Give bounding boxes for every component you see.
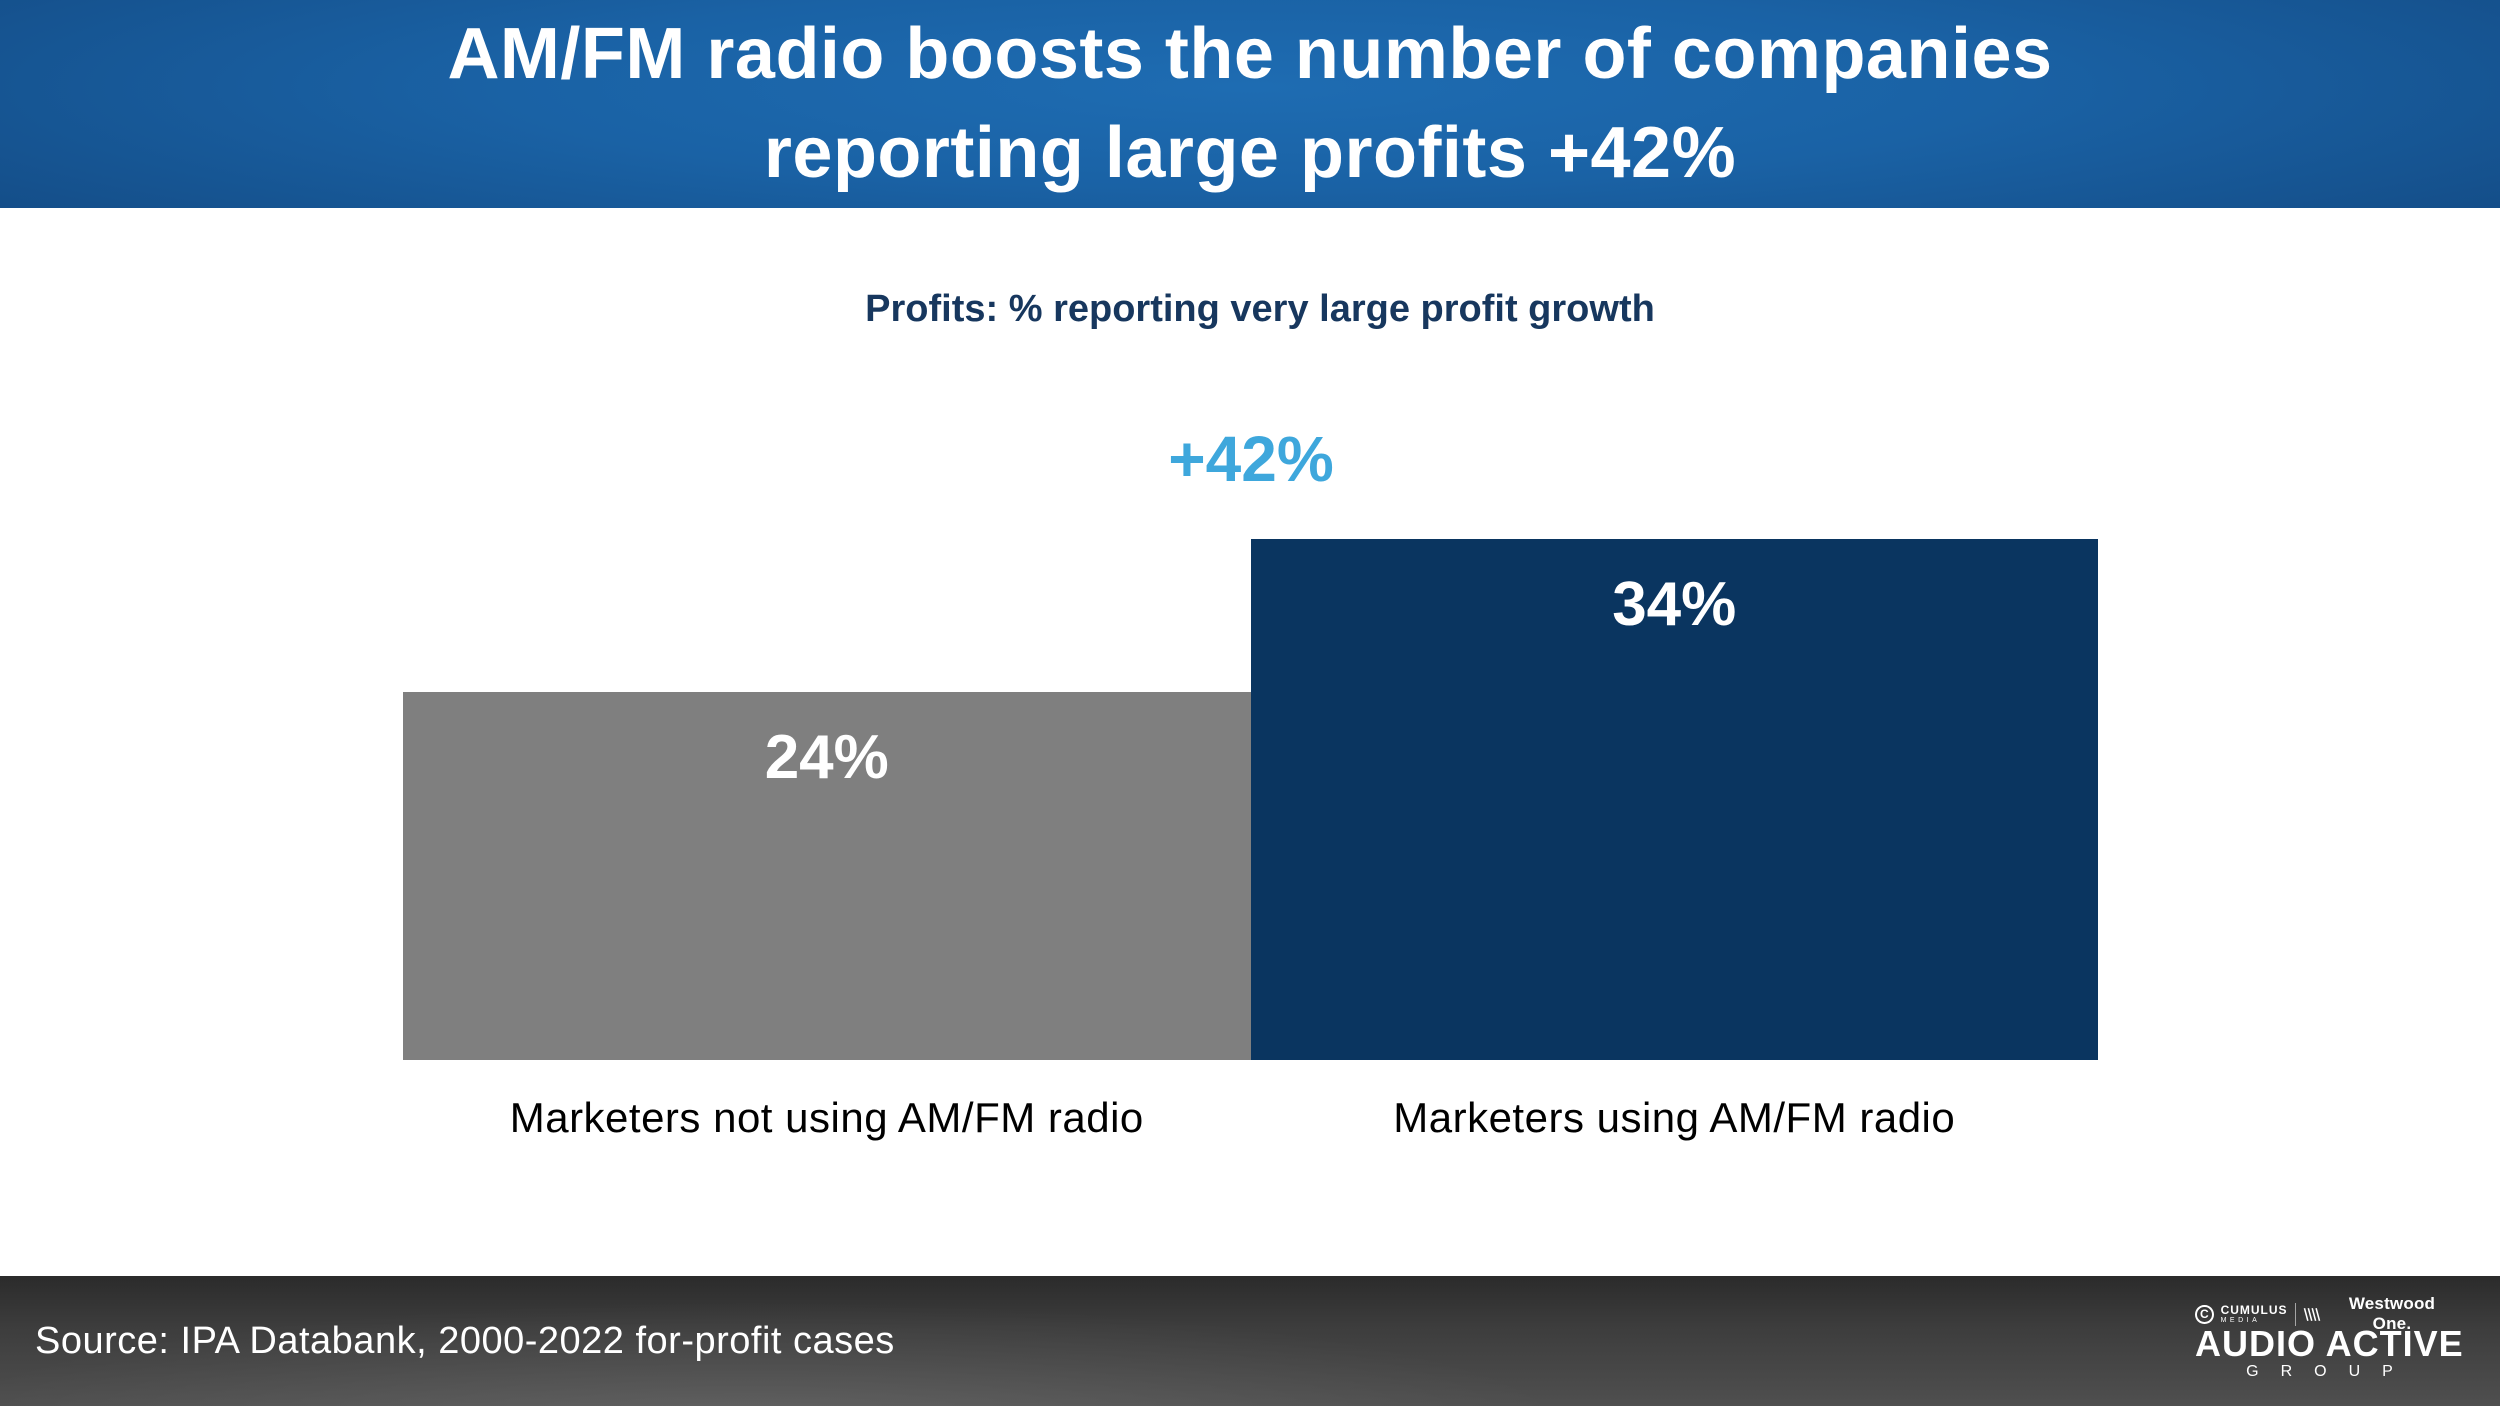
- westwood-one-waves-icon: [2303, 1307, 2320, 1321]
- audio-active-wordmark: AUDIO ACTIVE: [2195, 1323, 2464, 1364]
- logo-brands-row: C CUMULUS MEDIA Westwood One.: [2195, 1294, 2455, 1333]
- category-axis: Marketers not using AM/FM radio Marketer…: [403, 1094, 2098, 1142]
- bar-marketers-using-radio: 34%: [1250, 539, 2098, 1060]
- logo-divider: [2294, 1302, 2296, 1326]
- cumulus-media-logo-icon: C: [2195, 1304, 2214, 1324]
- group-wordmark: GROUP: [2246, 1363, 2415, 1380]
- slide-title-line-1: AM/FM radio boosts the number of compani…: [447, 14, 2053, 94]
- source-text: Source: IPA Databank, 2000-2022 for-prof…: [35, 1320, 895, 1362]
- category-label-using: Marketers using AM/FM radio: [1393, 1094, 1956, 1141]
- title-banner: AM/FM radio boosts the number of compani…: [0, 0, 2500, 208]
- media-label: MEDIA: [2220, 1317, 2261, 1324]
- footer: Source: IPA Databank, 2000-2022 for-prof…: [0, 1276, 2500, 1406]
- bar-value-label-not-using: 24%: [764, 723, 889, 792]
- audio-active-group-logo: C CUMULUS MEDIA Westwood One. AUDIO ACTI…: [2195, 1294, 2464, 1382]
- westwood-one-wordmark: Westwood One.: [2348, 1294, 2436, 1333]
- bar-marketers-not-using-radio: 24%: [403, 692, 1251, 1060]
- chart-title: Profits: % reporting very large profit g…: [865, 288, 1655, 330]
- slide-title-line-2: reporting large profits +42%: [763, 113, 1737, 193]
- cumulus-label: CUMULUS: [2220, 1303, 2288, 1317]
- bar-value-label-using: 34%: [1612, 570, 1737, 639]
- bar-plot: 24% 34%: [403, 539, 2098, 1060]
- category-label-not-using: Marketers not using AM/FM radio: [509, 1094, 1144, 1141]
- cumulus-media-wordmark: CUMULUS MEDIA: [2221, 1304, 2288, 1324]
- growth-annotation: +42%: [1168, 423, 1334, 495]
